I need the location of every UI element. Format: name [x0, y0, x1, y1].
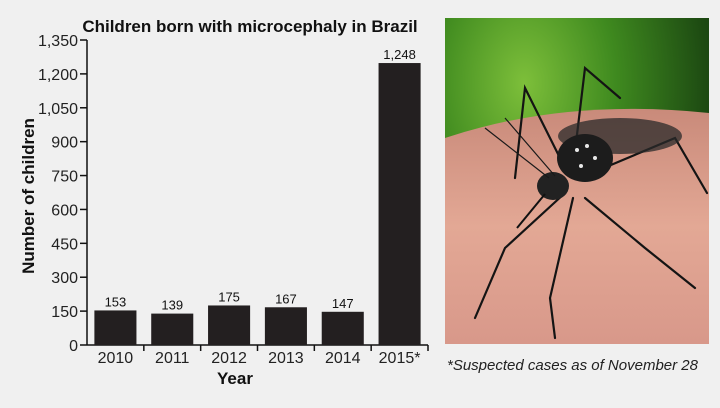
bar — [208, 305, 251, 345]
bar-value-label: 139 — [161, 298, 183, 313]
mosquito-antennae — [484, 117, 556, 179]
y-tick-label: 300 — [51, 270, 78, 287]
x-axis-title: Year — [217, 369, 253, 388]
mosquito-thorax — [557, 134, 613, 182]
skin-surface — [445, 108, 709, 344]
bar — [94, 310, 137, 345]
x-tick-label: 2013 — [268, 350, 304, 367]
x-tick-label: 2011 — [155, 350, 190, 367]
y-tick-label: 0 — [69, 338, 78, 355]
x-tick-label: 2010 — [98, 350, 134, 367]
bar — [378, 63, 421, 346]
mosquito-head — [537, 172, 569, 200]
footnote: *Suspected cases as of November 28 — [447, 357, 698, 374]
y-tick-label: 1,350 — [38, 33, 78, 50]
x-tick-label: 2015* — [379, 350, 421, 367]
bar-value-label: 167 — [275, 291, 297, 306]
bar-value-label: 1,248 — [383, 47, 416, 62]
bar — [264, 307, 307, 345]
chart-panel: Children born with microcephaly in Brazi… — [19, 17, 429, 388]
bar — [321, 311, 364, 345]
mosquito-photo — [445, 18, 709, 344]
chart-title: Children born with microcephaly in Brazi… — [82, 17, 417, 36]
y-tick-label: 750 — [51, 169, 78, 186]
bar-value-label: 147 — [332, 296, 354, 311]
y-tick-label: 150 — [51, 304, 78, 321]
y-tick-label: 450 — [51, 236, 78, 253]
x-tick-label: 2014 — [325, 350, 361, 367]
y-axis-title: Number of children — [19, 118, 38, 274]
y-tick-label: 600 — [51, 202, 78, 219]
bar-chart: Children born with microcephaly in Brazi… — [19, 17, 429, 388]
y-tick-label: 900 — [51, 135, 78, 152]
y-tick-label: 1,050 — [38, 101, 78, 118]
mosquito-markings — [575, 144, 597, 168]
y-tick-label: 1,200 — [38, 67, 78, 84]
plot-area: 0 150 300 450 600 750 900 1,050 1,200 1,350 153 201… — [38, 33, 429, 367]
mosquito-proboscis — [516, 193, 546, 229]
bar-value-label: 175 — [218, 289, 240, 304]
bar-value-label: 153 — [105, 294, 127, 309]
mosquito-illustration — [445, 65, 709, 344]
x-tick-label: 2012 — [211, 350, 247, 367]
bar — [151, 313, 194, 345]
